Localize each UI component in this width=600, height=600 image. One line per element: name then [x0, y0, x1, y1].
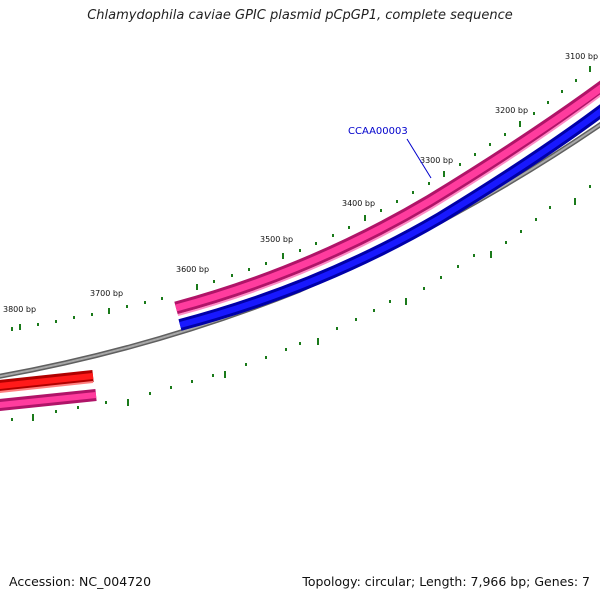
pink-feature-arc[interactable]: [174, 80, 600, 315]
gene-label-leader: [406, 138, 432, 179]
outer-tick-ring: [11, 66, 591, 331]
tick-label-3500: 3500 bp: [260, 235, 293, 244]
accession-text: Accession: NC_004720: [9, 574, 152, 589]
tick-labels: 3100 bp 3200 bp 3300 bp 3400 bp 3500 bp …: [3, 52, 598, 314]
tick-label-3800: 3800 bp: [3, 305, 36, 314]
tick-label-3600: 3600 bp: [176, 265, 209, 274]
lower-pink-feature-arc[interactable]: [0, 389, 97, 411]
tick-label-3700: 3700 bp: [90, 289, 123, 298]
inner-tick-ring: [11, 185, 591, 421]
map-title: Chlamydophila caviae GPIC plasmid pCpGP1…: [87, 8, 513, 23]
gene-label-ccaa00003[interactable]: CCAA00003: [348, 126, 408, 137]
tick-label-3400: 3400 bp: [342, 199, 375, 208]
red-feature-arc[interactable]: [0, 370, 94, 392]
pink-feature-arc-highlight: [177, 94, 600, 316]
red-feature-arc-highlight: [0, 381, 94, 393]
tick-label-3200: 3200 bp: [495, 106, 528, 115]
tick-label-3300: 3300 bp: [420, 156, 453, 165]
summary-text: Topology: circular; Length: 7,966 bp; Ge…: [302, 574, 590, 589]
tick-label-3100: 3100 bp: [565, 52, 598, 61]
blue-feature-arc[interactable]: [178, 104, 600, 331]
gene-label-group[interactable]: CCAA00003: [348, 126, 432, 179]
